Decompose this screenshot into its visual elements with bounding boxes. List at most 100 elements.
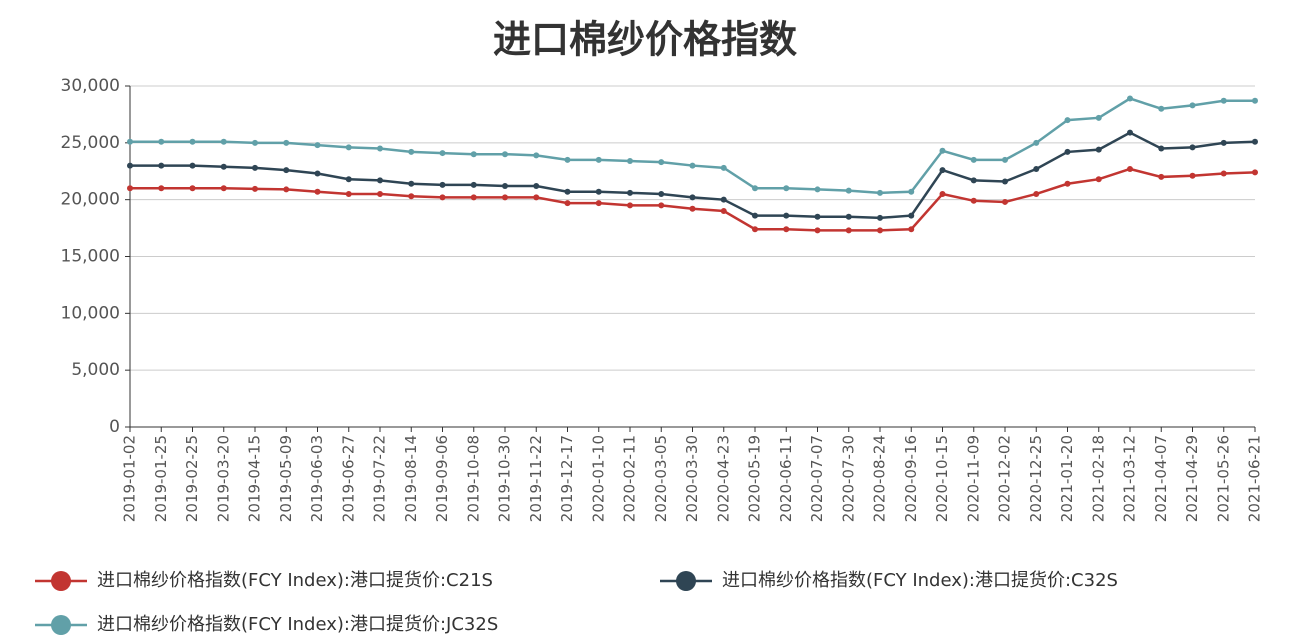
point: [408, 180, 415, 187]
point: [814, 227, 821, 234]
x-tick-label: 2021-04-29: [1183, 435, 1201, 522]
point: [220, 138, 227, 145]
x-tick-label: 2019-01-25: [152, 435, 170, 522]
x-tick-label: 2020-07-30: [839, 435, 857, 522]
point: [908, 188, 915, 195]
point: [1095, 114, 1102, 121]
point: [1252, 97, 1258, 104]
point: [689, 205, 696, 212]
point: [1220, 139, 1227, 146]
x-tick-label: 2020-08-24: [871, 435, 889, 522]
x-tick-label: 2020-10-15: [933, 435, 951, 522]
point: [1189, 144, 1196, 151]
point: [533, 152, 540, 159]
point: [189, 138, 196, 145]
x-tick-label: 2021-02-18: [1089, 435, 1107, 522]
legend-label: 进口棉纱价格指数(FCY Index):港口提货价:JC32S: [97, 614, 498, 635]
x-tick-label: 2019-10-30: [496, 435, 514, 522]
x-tick-label: 2020-01-10: [589, 435, 607, 522]
point: [595, 188, 602, 195]
point: [1002, 178, 1008, 185]
x-tick-label: 2020-05-19: [746, 435, 764, 522]
point: [1127, 95, 1133, 102]
point: [377, 177, 383, 184]
x-tick-label: 2019-07-22: [371, 435, 389, 522]
point: [877, 189, 883, 196]
point: [1033, 190, 1040, 197]
x-tick-label: 2021-01-20: [1058, 435, 1076, 522]
legend-marker: [51, 615, 71, 635]
point: [564, 156, 571, 163]
x-tick-label: 2019-06-27: [339, 435, 357, 522]
point: [595, 200, 602, 207]
x-tick-label: 2019-11-22: [527, 435, 545, 522]
x-tick-label: 2020-12-25: [1027, 435, 1045, 522]
point: [627, 189, 633, 196]
point: [439, 181, 446, 188]
x-tick-label: 2019-06-03: [308, 435, 326, 522]
point: [1002, 198, 1008, 205]
point: [658, 202, 665, 209]
point: [752, 185, 758, 192]
x-tick-label: 2019-09-06: [433, 435, 451, 522]
point: [1220, 170, 1227, 177]
x-tick-label: 2020-04-23: [714, 435, 732, 522]
point: [1064, 117, 1071, 124]
x-tick-label: 2019-02-25: [183, 435, 201, 522]
point: [720, 164, 727, 171]
point: [1127, 165, 1133, 172]
point: [908, 226, 915, 233]
point: [314, 142, 321, 149]
point: [377, 145, 383, 152]
x-tick-label: 2020-03-30: [683, 435, 701, 522]
point: [877, 227, 883, 234]
y-tick-label: 30,000: [61, 76, 120, 96]
point: [220, 185, 227, 192]
point: [1189, 172, 1196, 179]
point: [283, 167, 290, 174]
point: [720, 208, 727, 215]
point: [689, 194, 696, 201]
x-tick-label: 2019-10-08: [464, 435, 482, 522]
x-tick-label: 2021-06-21: [1246, 435, 1264, 522]
point: [127, 162, 133, 169]
point: [158, 162, 165, 169]
x-tick-label: 2019-01-02: [121, 435, 139, 522]
point: [970, 156, 977, 163]
line: [130, 97, 1255, 195]
point: [439, 194, 446, 201]
point: [752, 226, 758, 233]
x-tick-label: 2020-02-11: [621, 435, 639, 522]
point: [502, 151, 508, 158]
point: [1220, 97, 1227, 104]
point: [127, 138, 133, 145]
point: [814, 186, 821, 193]
point: [939, 167, 946, 174]
point: [127, 185, 133, 192]
x-tick-label: 2019-05-09: [277, 435, 295, 522]
point: [939, 147, 946, 154]
point: [314, 170, 321, 177]
point: [158, 138, 165, 145]
x-tick-label: 2019-03-20: [214, 435, 232, 522]
x-tick-label: 2020-12-02: [996, 435, 1014, 522]
point: [1002, 156, 1008, 163]
y-tick-label: 25,000: [61, 133, 120, 153]
point: [1095, 146, 1102, 153]
point: [470, 181, 477, 188]
point: [970, 197, 977, 204]
x-tick-label: 2019-12-17: [558, 435, 576, 522]
y-tick-label: 15,000: [61, 247, 120, 267]
x-tick-label: 2019-08-14: [402, 435, 420, 522]
point: [845, 187, 852, 194]
point: [1127, 129, 1133, 136]
legend-label: 进口棉纱价格指数(FCY Index):港口提货价:C32S: [722, 570, 1118, 591]
point: [158, 185, 165, 192]
point: [283, 139, 290, 146]
point: [1095, 176, 1102, 183]
point: [502, 183, 508, 190]
point: [877, 214, 883, 221]
point: [470, 194, 477, 201]
point: [845, 227, 852, 234]
x-tick-label: 2020-09-16: [902, 435, 920, 522]
